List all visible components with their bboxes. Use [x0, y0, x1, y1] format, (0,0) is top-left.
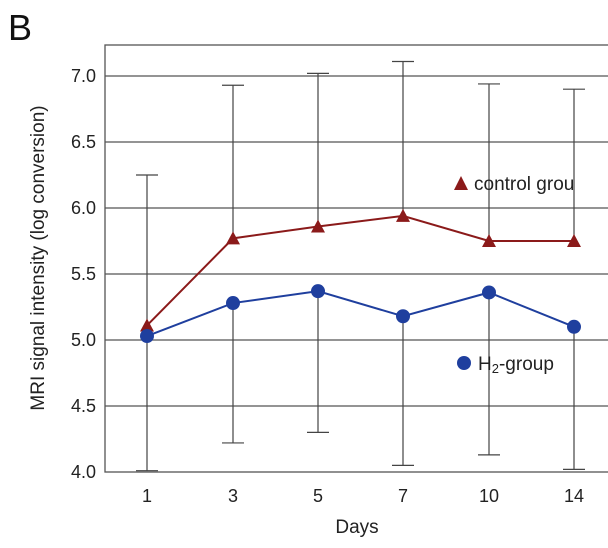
y-tick-label: 7.0 [71, 66, 96, 86]
y-tick-label: 4.0 [71, 462, 96, 482]
x-axis-title: Days [335, 517, 378, 538]
x-tick-label: 5 [313, 486, 323, 506]
h2-circle-marker [226, 296, 240, 311]
panel-label: B [8, 7, 32, 48]
gridlines [105, 75, 608, 407]
control-series-line [146, 214, 574, 327]
y-tick-label: 6.0 [71, 198, 96, 218]
y-tick-label: 6.5 [71, 132, 96, 152]
legend-h2-group: H2-group [457, 354, 554, 376]
series-lines [146, 214, 575, 337]
plot-frame [104, 44, 608, 473]
legend-h2-label-sub: 2 [492, 361, 499, 376]
legend-h2-label: H2-group [478, 354, 554, 376]
control-triangle-marker [396, 208, 410, 222]
x-tick-label: 14 [564, 486, 584, 506]
x-tick-label: 7 [398, 486, 408, 506]
h2-circle-marker [567, 319, 581, 334]
control-triangle-marker [226, 231, 240, 245]
x-tick-label: 3 [228, 486, 238, 506]
x-tick-labels: 1 3 5 7 10 14 [142, 486, 584, 506]
y-tick-label: 4.5 [71, 396, 96, 416]
control-triangle-marker [140, 318, 154, 332]
series-markers [140, 208, 581, 344]
x-tick-label: 10 [479, 486, 499, 506]
y-tick-labels: 4.0 4.5 5.0 5.5 6.0 6.5 7.0 [71, 66, 96, 482]
h2-circle-marker [140, 329, 154, 344]
control-triangle-marker [482, 234, 496, 247]
y-tick-label: 5.0 [71, 330, 96, 350]
error-bars [136, 60, 585, 472]
legend-circle-marker [457, 356, 471, 370]
legend-control-label: control grou [474, 174, 574, 195]
h2-circle-marker [396, 309, 410, 324]
x-tick-label: 1 [142, 486, 152, 506]
legend-h2-label-rest: -group [499, 354, 554, 375]
control-triangle-marker [567, 234, 581, 247]
legend-h2-label-main: H [478, 354, 492, 375]
h2-circle-marker [311, 284, 325, 299]
h2-circle-marker [482, 285, 496, 300]
legend-control-group: control grou [454, 174, 574, 195]
y-axis-title: MRI signal intensity (log conversion) [28, 105, 49, 410]
legend-triangle-marker [454, 176, 468, 190]
y-tick-label: 5.5 [71, 264, 96, 284]
control-triangle-marker [311, 219, 325, 233]
h2-series-line [146, 290, 575, 337]
